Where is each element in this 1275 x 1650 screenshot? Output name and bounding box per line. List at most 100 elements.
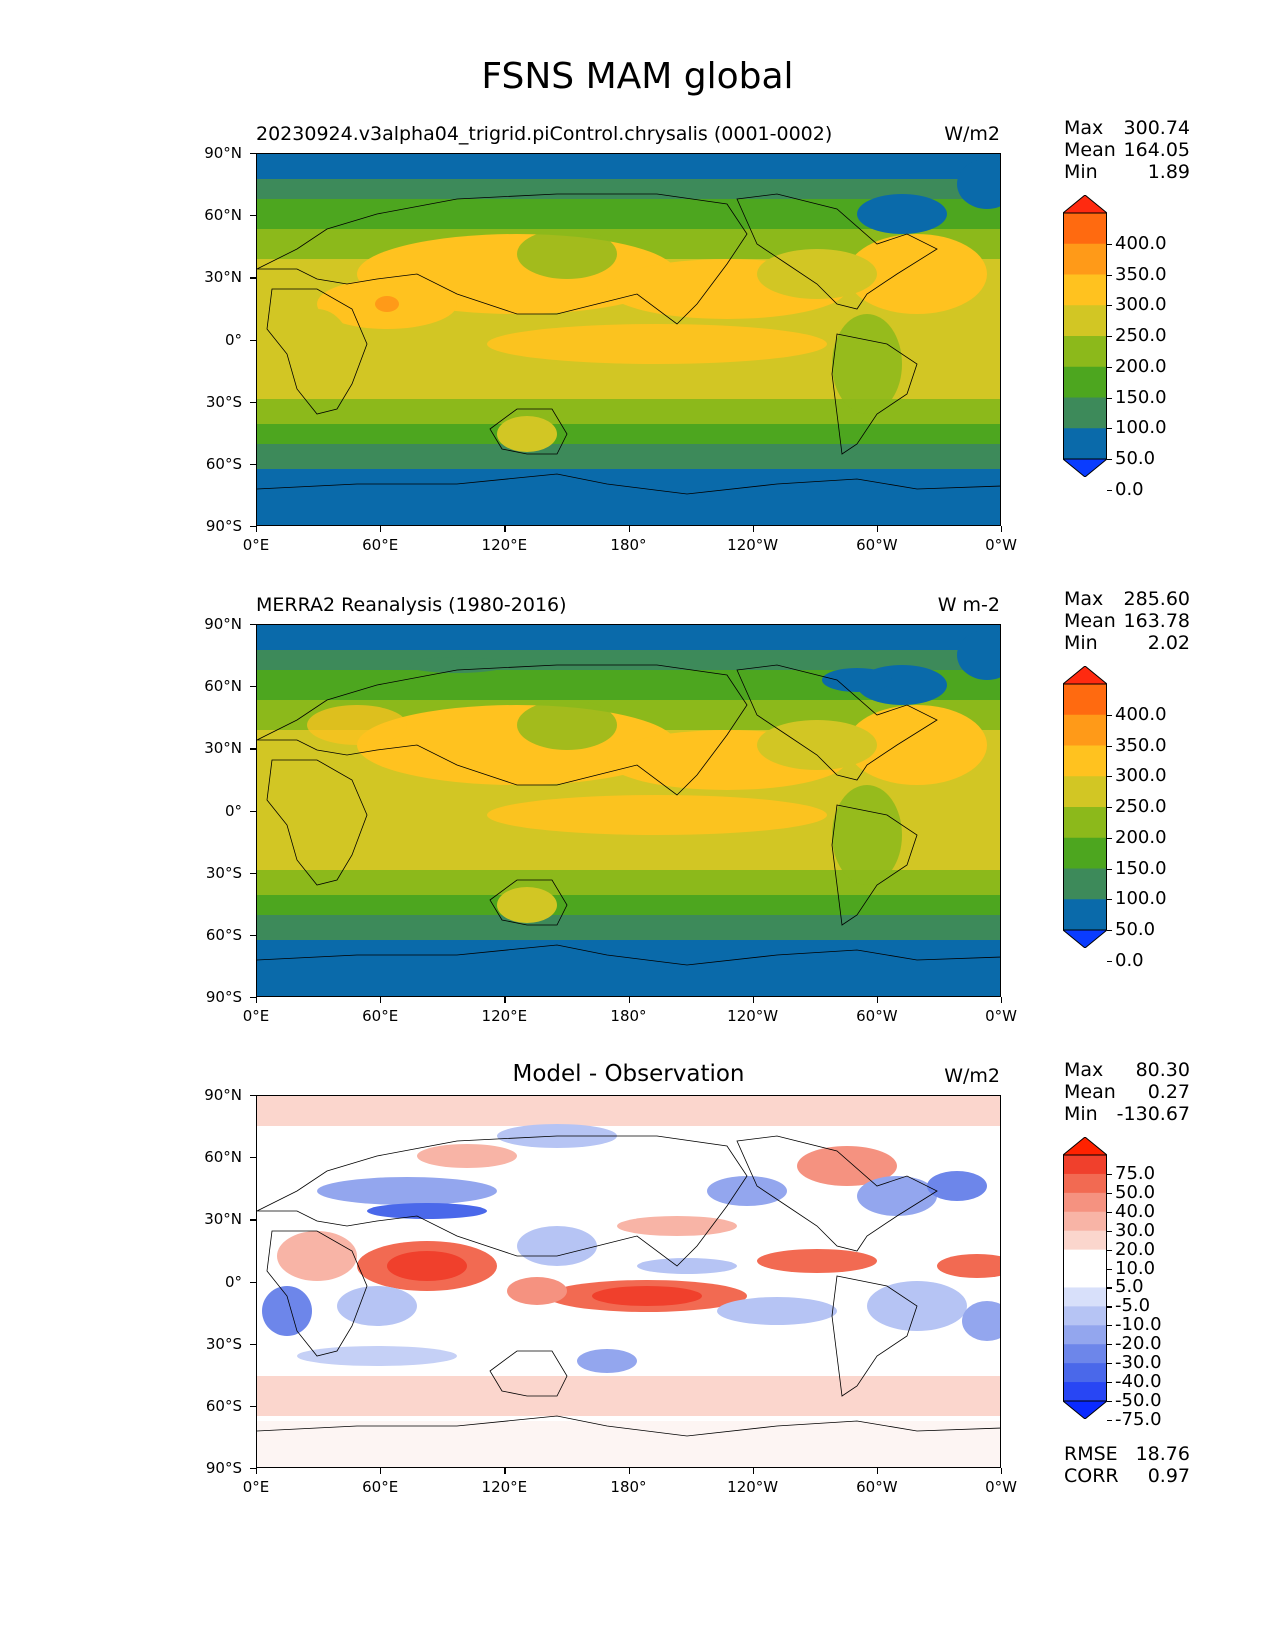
lon-tick-label: 0°E: [242, 536, 270, 554]
lon-tick: [752, 526, 754, 532]
lon-tick: [1001, 526, 1003, 532]
panel-stats: Max 80.30 Mean 0.27 Min -130.67: [1064, 1059, 1190, 1125]
lat-tick: [250, 1095, 256, 1097]
rmse-value: 18.76: [1135, 1443, 1190, 1465]
colorbar-label: -75.0: [1115, 1408, 1162, 1430]
lon-tick-label: 180°: [610, 536, 647, 554]
lat-tick: [250, 872, 256, 874]
stat-max: 300.74: [1123, 117, 1190, 139]
lon-tick-label: 120°W: [727, 536, 779, 554]
lat-tick-label: 30°S: [205, 392, 242, 411]
colorbar-tick: [1107, 397, 1112, 399]
lat-tick: [250, 277, 256, 279]
lat-tick: [250, 748, 256, 750]
model-panel: 20230924.v3alpha04_trigrid.piControl.chr…: [0, 113, 1275, 583]
lat-tick: [250, 624, 256, 626]
lat-tick: [250, 686, 256, 688]
lon-tick-label: 120°W: [727, 1478, 779, 1496]
panel-title: 20230924.v3alpha04_trigrid.piControl.chr…: [256, 123, 833, 145]
stat-min: -130.67: [1116, 1103, 1190, 1125]
obs-panel: MERRA2 Reanalysis (1980-2016) W m-2 Max 2…: [0, 584, 1275, 1054]
stat-min-label: Min: [1064, 161, 1098, 183]
lat-tick: [250, 153, 256, 155]
lon-tick: [504, 1468, 506, 1474]
colorbar-tick: [1107, 807, 1112, 809]
panel-title: Model - Observation: [512, 1061, 745, 1087]
stat-mean-label: Mean: [1064, 610, 1116, 632]
lat-tick-label: 60°N: [204, 1148, 242, 1167]
colorbar-label: 75.0: [1115, 1162, 1156, 1184]
lat-tick: [250, 997, 256, 999]
colorbar-tick: [1107, 489, 1112, 491]
obs-map: [256, 624, 1001, 997]
lat-tick-label: 90°S: [205, 1459, 242, 1477]
lon-tick-label: 0°E: [242, 1007, 270, 1025]
rmse-label: RMSE: [1064, 1443, 1118, 1465]
lon-tick: [628, 1468, 630, 1474]
lon-tick-label: 0°W: [985, 1478, 1017, 1496]
lon-tick-label: 60°W: [856, 536, 898, 554]
lat-tick: [250, 810, 256, 812]
lon-tick: [1001, 1468, 1003, 1474]
lat-tick: [250, 1343, 256, 1345]
lon-tick: [752, 1468, 754, 1474]
colorbar-tick: [1107, 960, 1112, 962]
lat-tick-label: 30°S: [205, 1334, 242, 1353]
colorbar-label: -50.0: [1115, 1390, 1162, 1411]
lat-tick-label: 30°N: [204, 739, 242, 758]
lat-tick-label: 90°N: [204, 1086, 242, 1104]
lat-tick-label: 30°N: [204, 268, 242, 287]
colorbar-label: -30.0: [1115, 1352, 1162, 1374]
panel-title: MERRA2 Reanalysis (1980-2016): [256, 594, 567, 616]
stat-max: 285.60: [1123, 588, 1190, 610]
lat-tick: [250, 1281, 256, 1283]
lon-tick-label: 60°W: [856, 1007, 898, 1025]
colorbar-tick: [1107, 1363, 1112, 1365]
diff-metrics: RMSE 18.76 CORR 0.97: [1064, 1443, 1190, 1487]
lat-tick: [250, 934, 256, 937]
stat-mean-label: Mean: [1064, 139, 1116, 161]
lat-tick: [250, 215, 256, 217]
lat-tick-label: 90°N: [204, 144, 242, 162]
lat-tick: [250, 1468, 256, 1470]
colorbar-label: 250.0: [1115, 325, 1167, 346]
colorbar-label: 150.0: [1115, 386, 1167, 408]
colorbar-tick: [1107, 776, 1112, 778]
lon-tick: [380, 526, 382, 532]
lat-tick-label: 90°N: [204, 615, 242, 633]
colorbar-tick: [1107, 1230, 1112, 1232]
lat-tick-label: 60°S: [205, 454, 242, 473]
colorbar-tick: [1107, 1268, 1112, 1270]
stat-max-label: Max: [1064, 1059, 1104, 1081]
lon-tick: [628, 997, 630, 1003]
colorbar-label: 350.0: [1115, 734, 1167, 756]
stat-min-label: Min: [1064, 1103, 1098, 1125]
stat-mean: 164.05: [1123, 139, 1190, 161]
colorbar-tick: [1107, 745, 1112, 747]
lat-tick-label: 60°N: [204, 677, 242, 696]
panel-stats: Max 285.60 Mean 163.78 Min 2.02: [1064, 588, 1190, 654]
colorbar-tick: [1107, 243, 1112, 245]
diff-map: [256, 1095, 1001, 1468]
stat-min: 1.89: [1147, 161, 1190, 183]
lon-tick: [380, 1468, 382, 1474]
colorbar-tick: [1107, 1249, 1112, 1251]
lon-tick: [876, 997, 879, 1003]
colorbar-tick: [1107, 459, 1112, 461]
colorbar-label: 50.0: [1115, 448, 1156, 469]
colorbar-label: -10.0: [1115, 1314, 1162, 1336]
lat-tick-label: 90°S: [205, 517, 242, 535]
lat-tick: [250, 1157, 256, 1159]
colorbar-label: 20.0: [1115, 1238, 1156, 1260]
colorbar: [1061, 665, 1109, 949]
lat-tick-label: 30°N: [204, 1210, 242, 1229]
colorbar: [1061, 1136, 1109, 1420]
lon-tick-label: 60°E: [362, 536, 399, 554]
colorbar-tick: [1107, 305, 1112, 307]
colorbar-tick: [1107, 1306, 1112, 1308]
lon-tick-label: 120°E: [481, 1007, 528, 1025]
lat-tick: [250, 339, 256, 341]
lon-tick: [628, 526, 630, 532]
stat-mean: 0.27: [1147, 1081, 1190, 1103]
lat-tick-label: 60°S: [205, 1396, 242, 1415]
